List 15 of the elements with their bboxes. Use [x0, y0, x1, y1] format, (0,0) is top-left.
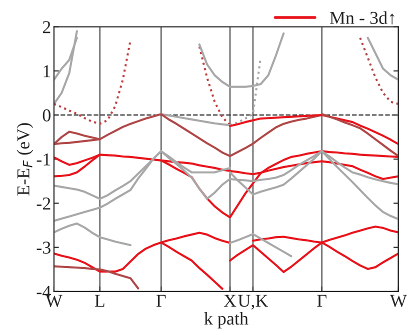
y-tick-label: 1 [44, 65, 50, 78]
legend-label: Mn - 3d↑ [330, 11, 394, 24]
y-tick-label: -2 [36, 198, 50, 210]
x-tick-label: X [224, 294, 236, 307]
y-tick-label: -3 [36, 242, 50, 254]
y-tick-label: 0 [42, 109, 50, 122]
y-tick-label: 2 [42, 21, 50, 34]
y-axis-title: E-E$_{F}$ (eV) [16, 123, 34, 196]
x-tick-label: U,K [238, 294, 268, 310]
y-tick-label: -1 [36, 153, 50, 166]
x-tick-label: L [94, 294, 104, 307]
x-tick-label: Γ [156, 294, 166, 307]
x-axis-title: k path [204, 312, 248, 328]
x-tick-label: W [390, 294, 407, 308]
x-tick-label: Γ [317, 294, 326, 307]
